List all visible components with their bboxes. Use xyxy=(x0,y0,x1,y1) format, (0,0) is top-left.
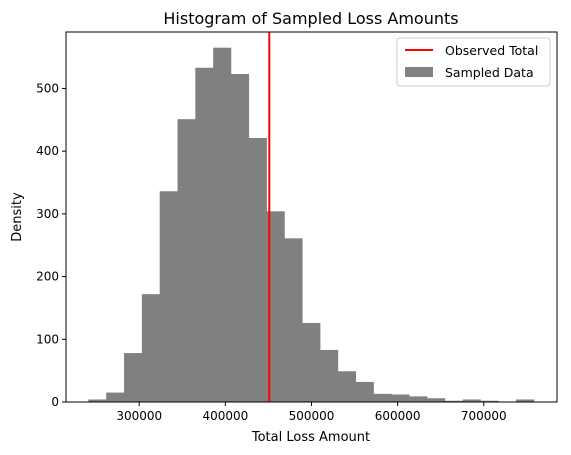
x-axis-label: Total Loss Amount xyxy=(251,430,370,445)
histogram-bar xyxy=(320,349,339,402)
x-tick-label: 700000 xyxy=(461,409,507,423)
histogram-bar xyxy=(373,393,392,402)
histogram-bar xyxy=(213,47,232,402)
histogram-bar xyxy=(480,400,499,402)
histogram-bar xyxy=(444,400,463,402)
x-tick-label: 500000 xyxy=(289,409,335,423)
legend-box xyxy=(396,37,551,87)
histogram-bar xyxy=(248,137,267,403)
chart-title: Histogram of Sampled Loss Amounts xyxy=(163,9,458,28)
histogram-bar xyxy=(355,381,374,402)
histogram-bar xyxy=(462,399,481,402)
y-tick-label: 200 xyxy=(36,270,59,284)
histogram-bar xyxy=(427,398,446,402)
legend-sampled-patch xyxy=(405,67,433,77)
histogram-bar xyxy=(230,74,250,402)
histogram-bar xyxy=(106,392,125,402)
histogram-bar xyxy=(284,238,303,402)
histogram-bar xyxy=(141,294,160,402)
histogram-bar xyxy=(337,371,357,402)
y-axis-ticks: 0 100 200 300 400 500 xyxy=(36,81,66,409)
y-tick-label: 500 xyxy=(36,81,59,95)
y-tick-label: 0 xyxy=(51,395,59,409)
histogram-bar xyxy=(124,353,143,402)
histogram-bar xyxy=(177,119,196,402)
histogram-bar xyxy=(266,211,285,402)
histogram-bar xyxy=(88,399,107,402)
x-tick-label: 600000 xyxy=(375,409,421,423)
histogram-bar xyxy=(516,399,535,402)
histogram-bar xyxy=(195,67,214,403)
histogram-bar xyxy=(159,191,178,402)
x-tick-label: 300000 xyxy=(116,409,162,423)
y-axis-label: Density xyxy=(10,192,25,242)
y-tick-label: 400 xyxy=(36,144,59,158)
histogram-bar xyxy=(391,394,410,402)
legend-sampled-label: Sampled Data xyxy=(445,65,534,80)
y-tick-label: 300 xyxy=(36,207,59,221)
x-tick-label: 400000 xyxy=(202,409,248,423)
histogram-bar xyxy=(409,396,428,402)
y-tick-label: 100 xyxy=(36,332,59,346)
histogram-bar xyxy=(302,322,321,402)
histogram-bars xyxy=(88,47,535,403)
legend-observed-label: Observed Total xyxy=(445,43,538,58)
x-axis-ticks: 300000 400000 500000 600000 700000 xyxy=(116,402,507,423)
legend: Observed Total Sampled Data xyxy=(396,37,551,87)
